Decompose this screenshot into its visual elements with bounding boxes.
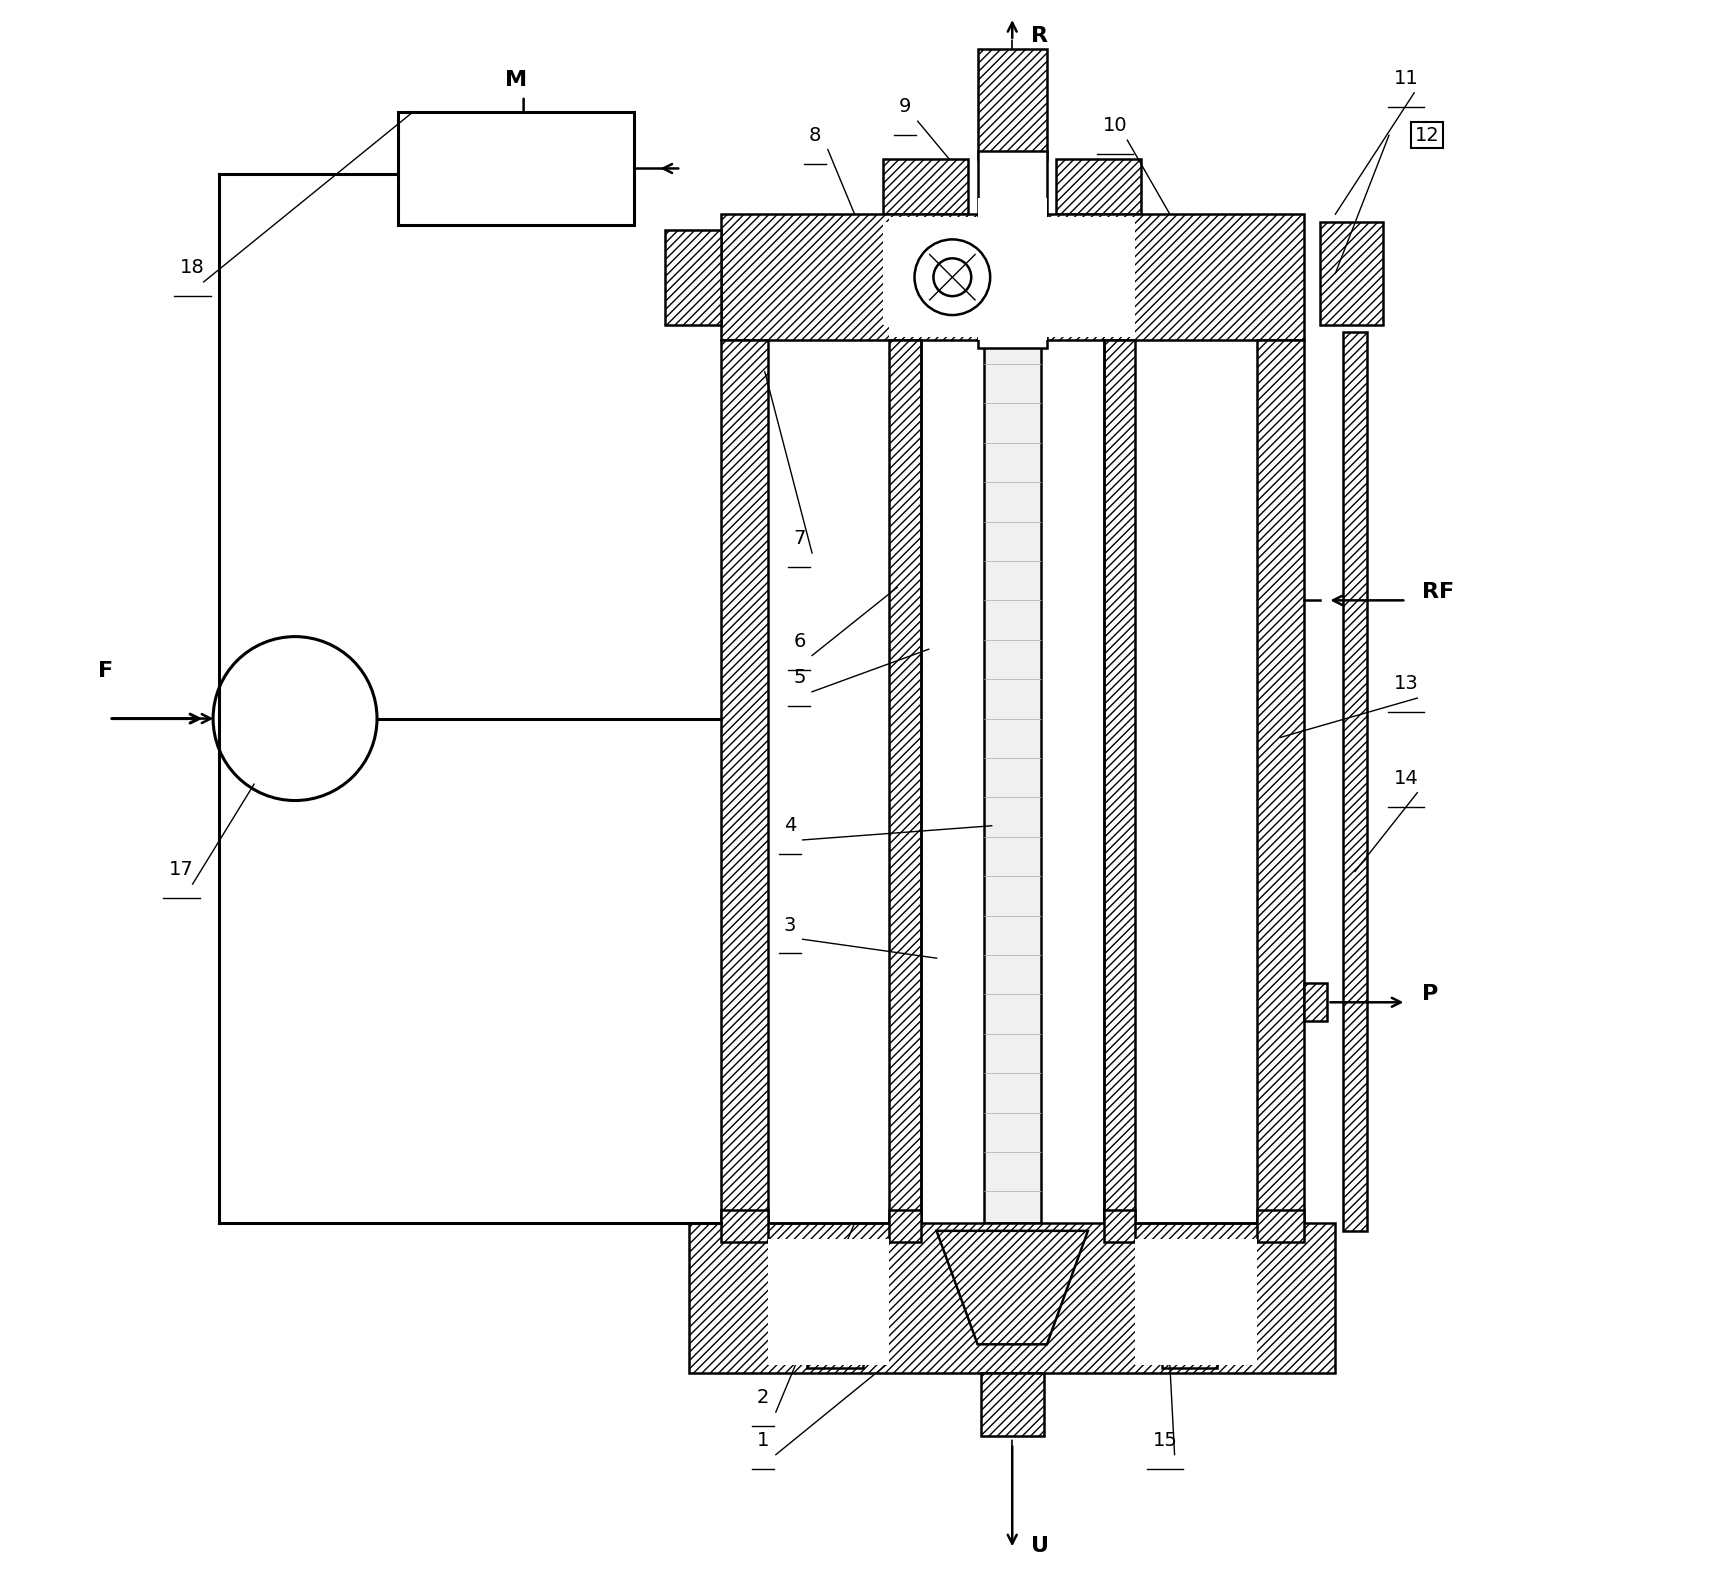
Bar	[1104, 341, 1135, 1224]
Text: 7: 7	[794, 529, 806, 548]
Bar	[1135, 1238, 1256, 1364]
Bar	[1135, 341, 1256, 1224]
Text: 9: 9	[899, 98, 911, 117]
Bar	[666, 231, 721, 325]
Text: 13: 13	[1394, 674, 1418, 693]
Bar	[978, 152, 1047, 347]
Bar	[890, 1211, 921, 1241]
Bar	[1104, 1211, 1135, 1241]
Text: 11: 11	[1394, 69, 1418, 88]
Bar	[721, 1211, 768, 1241]
Bar	[768, 341, 890, 1224]
Text: 1: 1	[757, 1431, 769, 1450]
Bar	[883, 223, 1013, 325]
Text: 18: 18	[179, 259, 205, 278]
Bar	[1056, 159, 1142, 215]
Text: 12: 12	[1414, 126, 1439, 145]
Bar	[982, 1372, 1044, 1435]
Bar	[978, 199, 1047, 341]
Text: M: M	[505, 69, 526, 90]
Text: U: U	[1032, 1536, 1049, 1555]
Text: 3: 3	[783, 916, 797, 935]
Text: 15: 15	[1152, 1431, 1178, 1450]
Text: 14: 14	[1394, 769, 1418, 788]
Text: F: F	[98, 662, 114, 681]
Bar	[1256, 341, 1304, 1224]
Text: R: R	[1032, 27, 1049, 46]
Text: 6: 6	[794, 632, 806, 651]
Bar	[721, 341, 768, 1224]
Text: 10: 10	[1102, 117, 1126, 136]
Bar	[768, 1238, 890, 1364]
Bar	[397, 112, 635, 226]
Bar	[688, 1224, 1335, 1372]
Text: RF: RF	[1421, 583, 1454, 603]
Bar	[1344, 333, 1366, 1232]
Polygon shape	[937, 1232, 1088, 1344]
Bar	[1304, 984, 1328, 1022]
Text: 17: 17	[169, 861, 193, 880]
Text: 2: 2	[757, 1388, 769, 1407]
Circle shape	[914, 240, 990, 316]
Text: 8: 8	[809, 126, 821, 145]
Bar	[978, 49, 1047, 159]
Bar	[890, 218, 1135, 338]
Bar	[721, 215, 1304, 341]
Text: 4: 4	[783, 816, 797, 835]
Text: 5: 5	[794, 668, 806, 687]
Bar	[983, 341, 1040, 1224]
Bar	[890, 341, 921, 1224]
Bar	[1163, 1281, 1218, 1367]
Text: P: P	[1421, 984, 1439, 1004]
Bar	[807, 1281, 862, 1367]
Bar	[1256, 1211, 1304, 1241]
Circle shape	[933, 259, 971, 297]
Bar	[883, 159, 968, 215]
Bar	[1320, 223, 1383, 325]
Bar	[921, 341, 1104, 1224]
Circle shape	[214, 636, 378, 801]
